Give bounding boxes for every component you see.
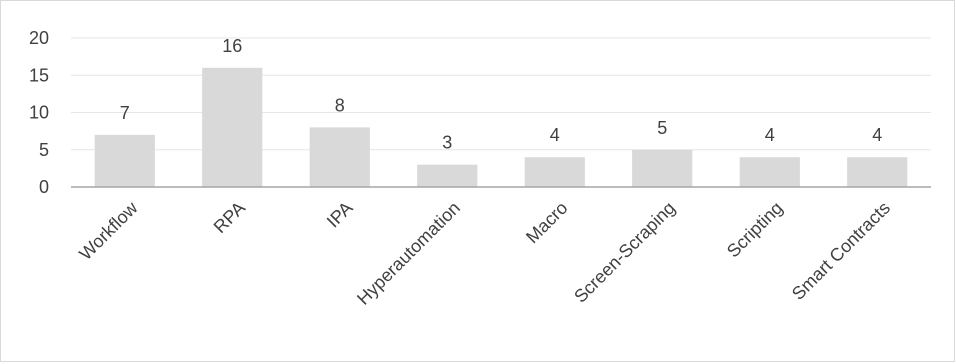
bar (847, 157, 908, 187)
x-category-label: Screen-Scraping (570, 198, 679, 307)
y-tick-label: 20 (29, 28, 49, 48)
x-category-label: Smart Contracts (788, 198, 894, 304)
x-category-label: Scripting (723, 198, 787, 262)
data-label: 4 (765, 125, 775, 145)
bar (309, 127, 370, 187)
data-label: 4 (550, 125, 560, 145)
y-tick-label: 0 (39, 177, 49, 197)
y-tick-label: 10 (29, 103, 49, 123)
bar (202, 67, 263, 187)
x-category-label: Workflow (75, 197, 142, 264)
gridlines (71, 37, 931, 151)
data-label: 5 (657, 118, 667, 138)
data-label: 8 (335, 95, 345, 115)
x-category-label: Macro (522, 198, 572, 248)
y-axis-ticks: 0 5 10 15 20 (29, 28, 49, 197)
x-category-label: Hyperautomation (353, 198, 464, 309)
data-label: 4 (872, 125, 882, 145)
bar (94, 134, 155, 187)
x-category-label: RPA (210, 198, 249, 237)
y-tick-label: 5 (39, 140, 49, 160)
data-label: 16 (222, 36, 242, 56)
data-label: 3 (442, 133, 452, 153)
bar (417, 164, 478, 187)
bar (524, 157, 585, 187)
bars (94, 67, 908, 187)
y-tick-label: 15 (29, 65, 49, 85)
bar (739, 157, 800, 187)
bar (632, 149, 693, 187)
x-category-label: IPA (323, 198, 357, 232)
data-labels: 7 16 8 3 4 5 4 4 (120, 36, 883, 153)
data-label: 7 (120, 103, 130, 123)
